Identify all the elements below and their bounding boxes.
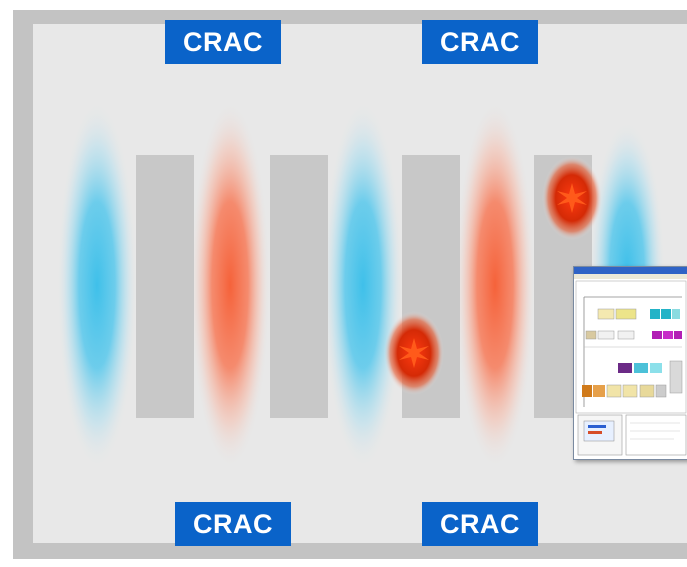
- rack-row-2: [270, 155, 328, 418]
- window-menu-bar: [574, 274, 687, 279]
- hot-aisle-2: [455, 100, 535, 470]
- crac-unit-top-left: CRAC: [165, 20, 281, 64]
- hot-spot-icon-2: [384, 311, 444, 395]
- hot-spot-icon-1: [542, 156, 602, 240]
- crac-unit-top-right: CRAC: [422, 20, 538, 64]
- crac-label: CRAC: [440, 26, 520, 57]
- window-title-bar: [574, 267, 687, 274]
- cold-aisle-1: [57, 100, 137, 470]
- cold-aisle-2: [323, 100, 403, 470]
- hot-aisle-1: [190, 100, 270, 470]
- crac-label: CRAC: [440, 508, 520, 539]
- software-screenshot-thumbnail: [573, 266, 687, 460]
- crac-label: CRAC: [183, 26, 263, 57]
- crac-label: CRAC: [193, 508, 273, 539]
- rack-row-1: [136, 155, 194, 418]
- crac-unit-bottom-right: CRAC: [422, 502, 538, 546]
- software-thumbnail-drawing: [574, 267, 687, 456]
- crac-unit-bottom-left: CRAC: [175, 502, 291, 546]
